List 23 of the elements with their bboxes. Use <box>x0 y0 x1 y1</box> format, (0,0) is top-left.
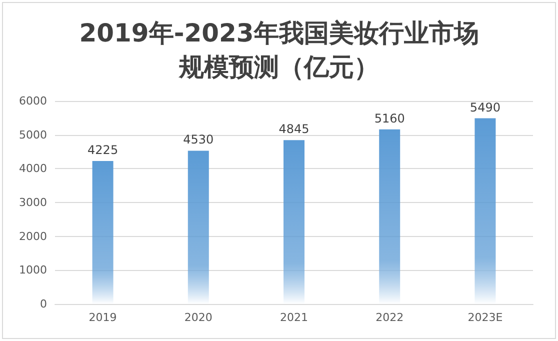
y-tick-label: 5000 <box>19 128 47 142</box>
chart-title: 2019年-2023年我国美妆行业市场规模预测（亿元） <box>79 18 479 82</box>
bar <box>379 129 400 304</box>
y-tick-label: 0 <box>40 298 47 310</box>
x-tick-label: 2021 <box>280 311 308 324</box>
bar <box>92 161 114 304</box>
data-label: 5160 <box>374 111 405 126</box>
y-tick-label: 1000 <box>19 264 47 277</box>
x-tick-label: 2023E <box>468 311 503 324</box>
data-label: 5490 <box>470 100 500 114</box>
y-tick-label: 4000 <box>19 162 47 176</box>
data-label: 4225 <box>88 143 118 158</box>
x-tick-label: 2020 <box>184 311 212 324</box>
data-label: 4530 <box>183 132 214 147</box>
y-tick-label: 6000 <box>19 94 47 108</box>
data-label: 4845 <box>278 122 310 136</box>
y-tick-label: 2000 <box>19 230 47 243</box>
x-tick-label: 2022 <box>376 311 404 324</box>
bar <box>284 140 304 304</box>
x-tick-label: 2019 <box>88 311 117 324</box>
y-tick-label: 3000 <box>19 196 47 209</box>
bar <box>474 118 496 304</box>
bar <box>188 150 209 304</box>
